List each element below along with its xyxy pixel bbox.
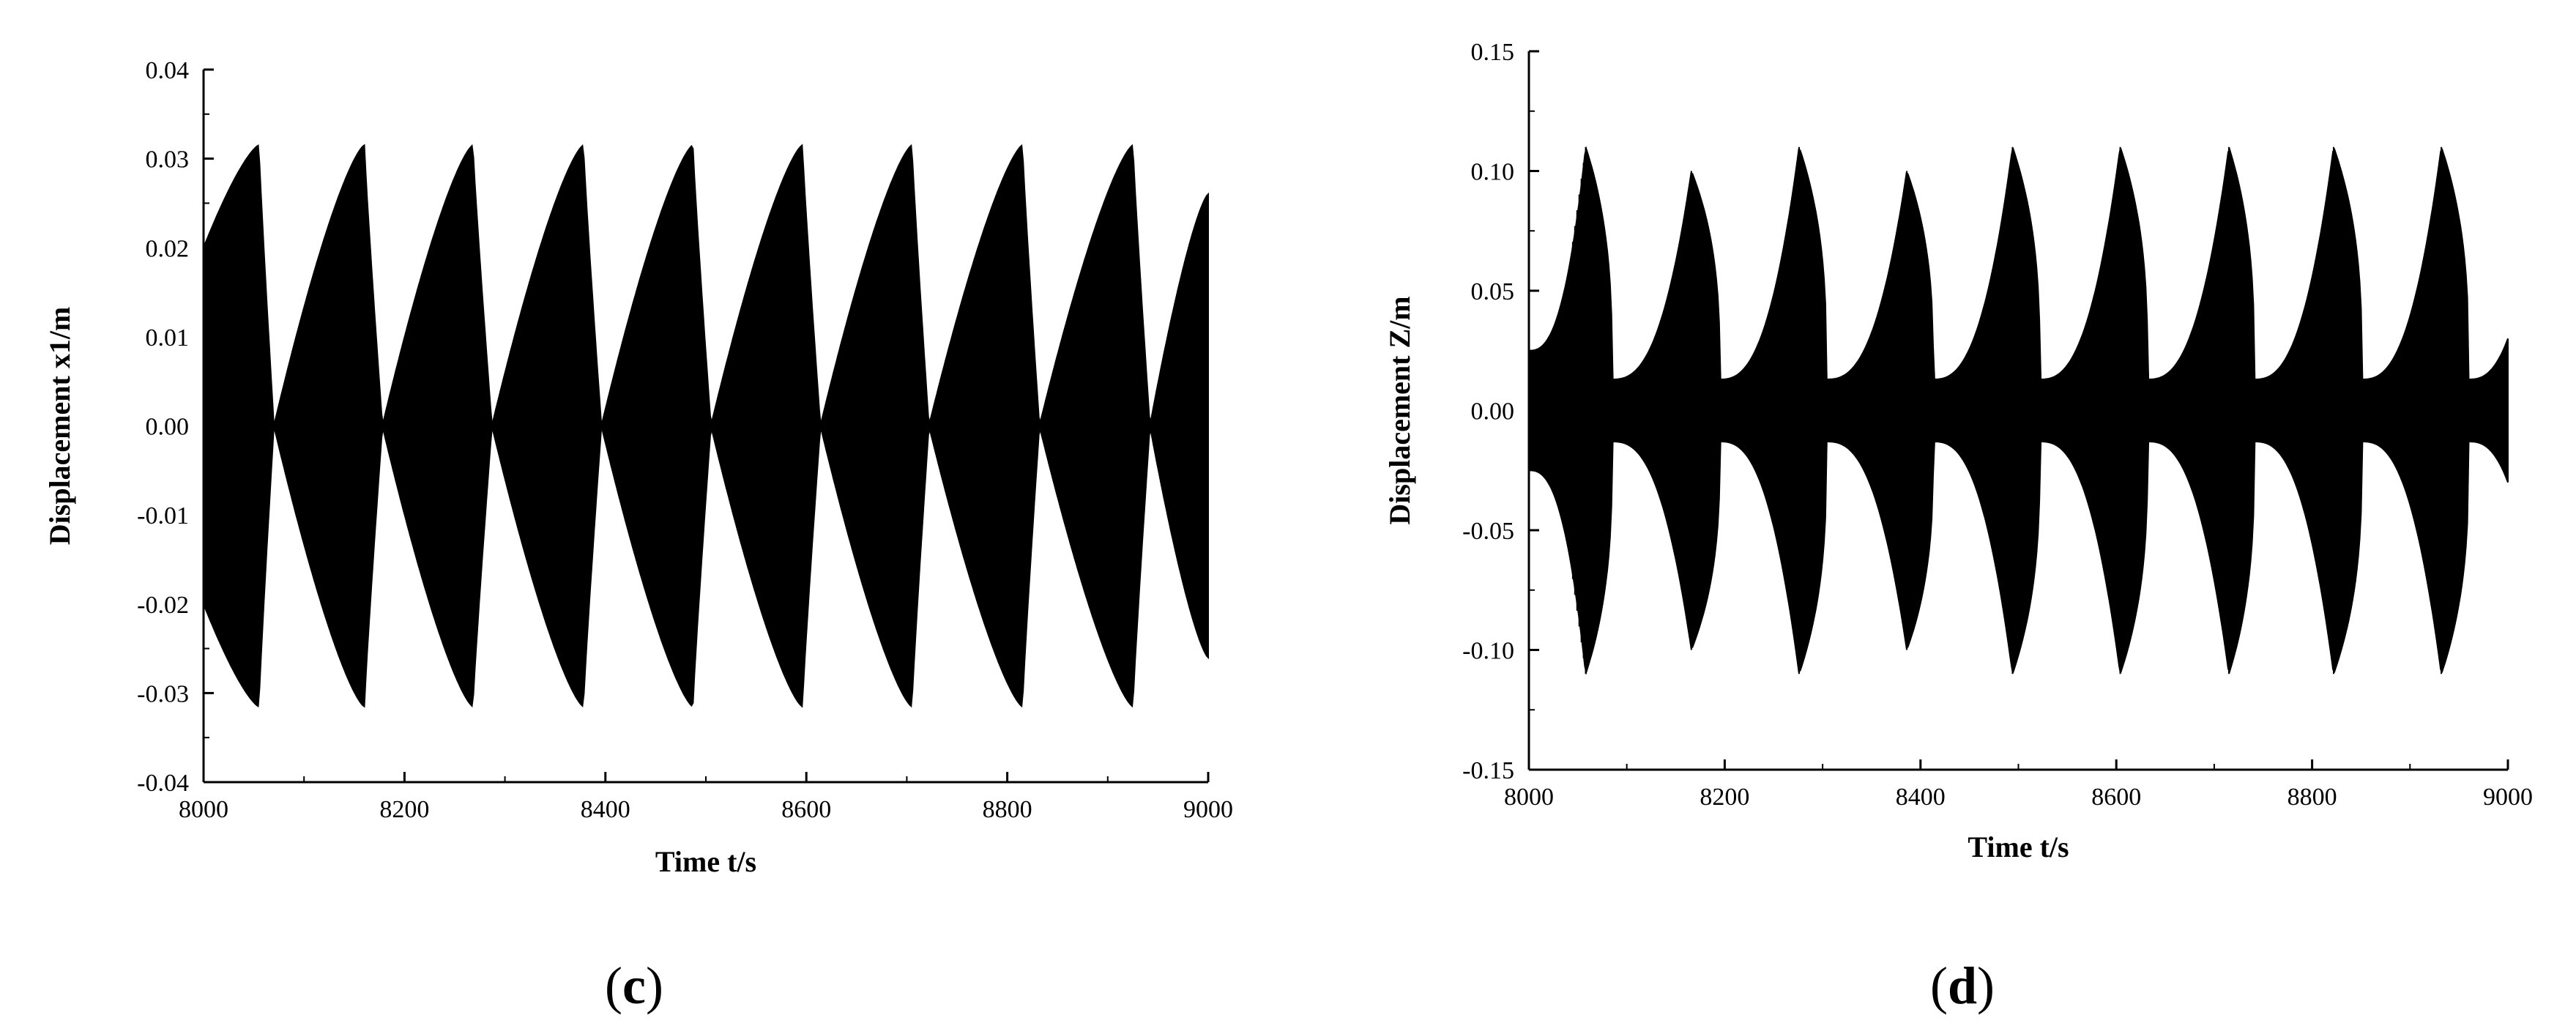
x-tick-label: 8400 <box>581 796 630 823</box>
axes-c: 8000 8200 8400 8600 8800 9000 -0.04 -0.03 -0.02 -… <box>137 57 1233 823</box>
panel-label-c: (c) <box>605 956 663 1015</box>
plot-area-c <box>203 144 1209 708</box>
y-tick-label: 0.05 <box>1471 278 1515 305</box>
x-tick-label: 8600 <box>781 796 831 823</box>
y-axis-title-c: Displacement x1/m <box>43 307 76 546</box>
y-tick-label: 0.10 <box>1471 159 1515 186</box>
plot-area-d <box>1528 146 2509 675</box>
x-tick-label: 8200 <box>1700 784 1749 811</box>
chart-panel-d: 8000 8200 8400 8600 8800 9000 -0.15 -0.10 -0.05 0… <box>1383 39 2533 1015</box>
panel-letter-d: d <box>1948 956 1977 1015</box>
y-tick-label: -0.01 <box>137 502 189 529</box>
y-tick-label: 0.03 <box>146 146 190 174</box>
x-tick-label: 9000 <box>2483 784 2533 811</box>
series-envelope <box>203 144 1209 708</box>
x-axis-title-c: Time t/s <box>655 845 756 878</box>
y-tick-label: 0.00 <box>1471 398 1515 425</box>
y-axis-title-d: Displacement Z/m <box>1383 296 1416 524</box>
x-tick-label: 8200 <box>379 796 429 823</box>
x-tick-label: 8800 <box>2287 784 2337 811</box>
x-tick-label: 9000 <box>1183 796 1233 823</box>
x-tick-label: 8400 <box>1896 784 1946 811</box>
y-tick-label: 0.01 <box>146 324 190 352</box>
y-tick-label: 0.02 <box>146 235 190 262</box>
series-envelope <box>1528 146 2509 675</box>
y-tick-label: 0.15 <box>1471 39 1515 66</box>
y-tick-label: 0.04 <box>146 57 190 84</box>
y-tick-label: -0.02 <box>137 592 189 619</box>
x-axis-title-d: Time t/s <box>1968 830 2069 863</box>
panel-letter-c: c <box>622 956 646 1015</box>
x-tick-label: 8000 <box>179 796 228 823</box>
y-tick-label: -0.03 <box>137 680 189 707</box>
x-tick-label: 8000 <box>1504 784 1554 811</box>
chart-panel-c: 8000 8200 8400 8600 8800 9000 -0.04 -0.03 -0.02 -… <box>43 57 1233 1015</box>
panel-label-d: (d) <box>1930 956 1995 1015</box>
y-tick-label: -0.05 <box>1462 518 1514 545</box>
axes-d: 8000 8200 8400 8600 8800 9000 -0.15 -0.10 -0.05 0… <box>1462 39 2533 811</box>
y-tick-label: 0.00 <box>146 414 190 441</box>
y-tick-label: -0.10 <box>1462 638 1514 665</box>
x-tick-label: 8800 <box>983 796 1032 823</box>
x-tick-label: 8600 <box>2091 784 2141 811</box>
y-tick-label: -0.15 <box>1462 757 1514 784</box>
y-tick-label: -0.04 <box>137 770 189 797</box>
